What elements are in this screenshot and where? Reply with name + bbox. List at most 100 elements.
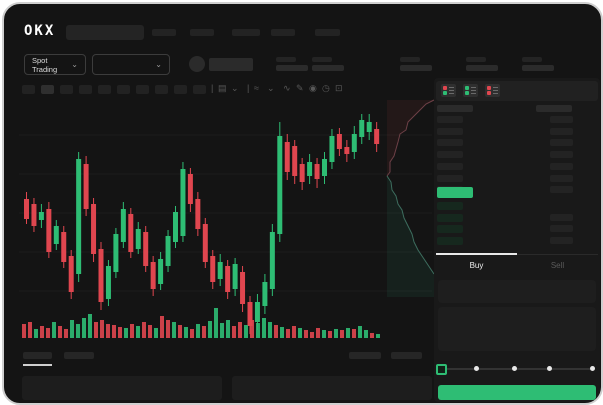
history-icon[interactable]: ◷ (322, 83, 330, 93)
volume-bar (196, 324, 200, 338)
volume-bar (34, 329, 38, 338)
ask-row-price-placeholder[interactable] (437, 151, 463, 159)
draw-tool-icon[interactable]: ✎ (296, 83, 304, 93)
ask-row-price-placeholder[interactable] (437, 139, 463, 147)
timeframe-button[interactable] (41, 85, 54, 94)
nav-item-placeholder[interactable] (152, 29, 176, 36)
ask-row-price-placeholder[interactable] (437, 116, 463, 123)
candle-body (210, 256, 216, 282)
nav-item-placeholder[interactable] (271, 29, 295, 36)
toggle-line (471, 90, 476, 91)
candle-body (247, 302, 253, 326)
ask-row-amount-placeholder[interactable] (550, 186, 573, 194)
volume-bar (22, 324, 26, 338)
ask-row-price-placeholder[interactable] (437, 162, 463, 170)
timeframe-button[interactable] (193, 85, 206, 94)
slider-step-dot[interactable] (590, 366, 595, 371)
volume-bar (178, 325, 182, 338)
book-view-bids[interactable] (463, 84, 478, 97)
timeframe-button[interactable] (136, 85, 149, 94)
volume-bar (250, 320, 254, 338)
nav-item-placeholder[interactable] (315, 29, 340, 36)
trade-side-tabs: Buy Sell (436, 256, 598, 274)
ask-row-amount-placeholder[interactable] (550, 174, 573, 182)
toggle-lines (449, 87, 454, 94)
candle-body (91, 204, 97, 254)
tab-sell[interactable]: Sell (517, 256, 598, 274)
ask-row-price-placeholder[interactable] (437, 174, 463, 182)
pair-selector-dropdown[interactable]: ⌄ (92, 54, 170, 75)
ask-row-amount-placeholder[interactable] (550, 116, 573, 123)
buy-button[interactable] (438, 385, 596, 400)
timeframe-button[interactable] (155, 85, 168, 94)
nav-item-placeholder[interactable] (232, 29, 260, 36)
volume-bar (352, 329, 356, 338)
candle-body (61, 232, 67, 262)
chart-bottom-bar-placeholder[interactable] (391, 352, 422, 359)
tab-buy[interactable]: Buy (436, 256, 517, 274)
slider-handle[interactable] (436, 364, 447, 375)
candle-body (374, 129, 380, 144)
volume-bar (142, 322, 146, 338)
chevron-down-icon[interactable]: ⌄ (231, 83, 239, 93)
okx-logo[interactable]: OKX (24, 23, 56, 39)
volume-bar (76, 324, 80, 338)
timeframe-button[interactable] (60, 85, 73, 94)
chart-bottom-tab[interactable] (23, 352, 52, 359)
candle-body (314, 164, 320, 179)
candle-body (98, 249, 104, 302)
bid-row-price-placeholder[interactable] (437, 237, 463, 246)
nav-item-placeholder[interactable] (190, 29, 214, 36)
bid-row-price-placeholder[interactable] (437, 213, 463, 222)
ask-row-amount-placeholder[interactable] (550, 127, 573, 135)
volume-bar (346, 328, 350, 338)
line-tool-icon[interactable]: ∿ (283, 83, 291, 93)
search-input[interactable] (66, 25, 144, 40)
chart-bottom-bar-placeholder[interactable] (349, 352, 381, 359)
slider-step-dot[interactable] (512, 366, 517, 371)
volume-bar (220, 323, 224, 338)
volume-bar (316, 328, 320, 338)
camera-icon[interactable]: ◉ (309, 83, 317, 93)
chevron-down-icon: ⌄ (155, 59, 162, 69)
book-view-asks[interactable] (485, 84, 500, 97)
bid-row-amount-placeholder[interactable] (550, 237, 573, 245)
bid-row-price-placeholder[interactable] (437, 202, 463, 210)
volume-bar (334, 329, 338, 338)
slider-step-dot[interactable] (474, 366, 479, 371)
ask-row-price-placeholder[interactable] (437, 127, 463, 135)
last-price-highlight[interactable] (437, 187, 473, 198)
candle-body (225, 266, 231, 292)
ask-row-amount-placeholder[interactable] (550, 139, 573, 147)
price-input[interactable] (438, 280, 596, 303)
chevron-down-icon[interactable]: ⌄ (267, 83, 275, 93)
fullscreen-icon[interactable]: ⊡ (335, 83, 343, 93)
ask-row-amount-placeholder[interactable] (550, 151, 573, 159)
timeframe-button[interactable] (22, 85, 35, 94)
timeframe-button[interactable] (79, 85, 92, 94)
bid-row-price-placeholder[interactable] (437, 225, 463, 234)
depth-ask-area (387, 100, 434, 176)
volume-bar (286, 329, 290, 338)
price-chart-canvas[interactable] (4, 4, 603, 405)
slider-step-dot[interactable] (547, 366, 552, 371)
book-view-combined[interactable] (441, 84, 456, 97)
volume-bar (376, 334, 380, 338)
timeframe-button[interactable] (117, 85, 130, 94)
timeframe-button[interactable] (174, 85, 187, 94)
ask-row-amount-placeholder[interactable] (550, 162, 573, 170)
timeframe-button[interactable] (98, 85, 111, 94)
market-type-label: Spot Trading (32, 55, 58, 74)
orderbook-toolbar (436, 81, 598, 101)
indicator-icon[interactable]: ≈ (254, 83, 259, 93)
market-type-dropdown[interactable]: Spot Trading ⌄ (24, 54, 86, 75)
pair-name-placeholder (209, 58, 253, 71)
chart-type-icon[interactable]: ▤ (218, 83, 227, 93)
chart-bottom-tab[interactable] (64, 352, 94, 359)
candle-body (366, 122, 372, 132)
bid-row-amount-placeholder[interactable] (550, 225, 573, 233)
volume-bar (214, 308, 218, 338)
amount-input[interactable] (438, 307, 596, 351)
candle-body (53, 226, 59, 244)
bid-row-amount-placeholder[interactable] (550, 213, 573, 221)
